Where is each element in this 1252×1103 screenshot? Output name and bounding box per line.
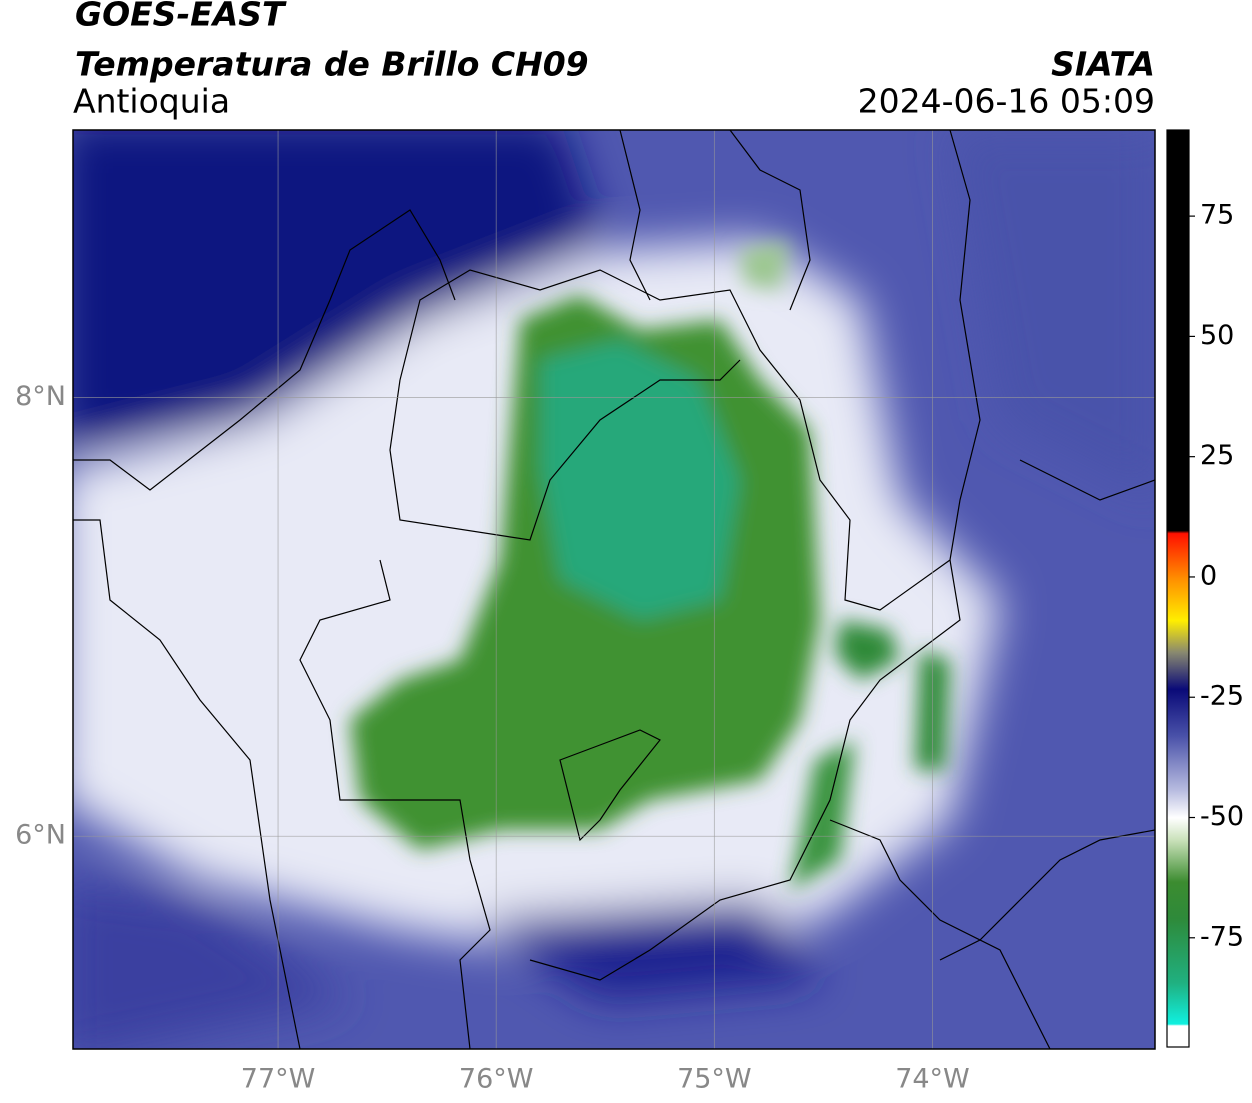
x-tick-label: 75°W: [677, 1064, 752, 1095]
product: Temperatura de Brillo CH09: [75, 45, 589, 84]
colorbar-tick-label: 75: [1200, 200, 1234, 231]
y-tick-label: 6°N: [15, 820, 66, 851]
map-frame: [72, 129, 1156, 1050]
x-tick-label: 76°W: [459, 1064, 534, 1095]
borders: [73, 130, 1155, 1049]
y-tick-label: 8°N: [15, 381, 66, 412]
source: SIATA: [1051, 45, 1155, 84]
satellite-image: [73, 130, 1155, 1049]
colorbar-tick-label: -50: [1200, 801, 1244, 832]
colorbar-tick-label: 50: [1200, 320, 1234, 351]
x-tick-label: 77°W: [241, 1064, 316, 1095]
colorbar-tick-label: 0: [1200, 560, 1217, 591]
colorbar-tick-label: -25: [1200, 681, 1244, 712]
platform: GOES-EAST: [75, 0, 287, 34]
colorbar-tick-label: 25: [1200, 440, 1234, 471]
region: Antioquia: [73, 82, 230, 121]
datetime: 2024-06-16 05:09: [858, 82, 1155, 121]
colorbar-tick-label: -75: [1200, 921, 1244, 952]
colorbar: [1166, 129, 1190, 1048]
x-tick-label: 74°W: [895, 1064, 970, 1095]
